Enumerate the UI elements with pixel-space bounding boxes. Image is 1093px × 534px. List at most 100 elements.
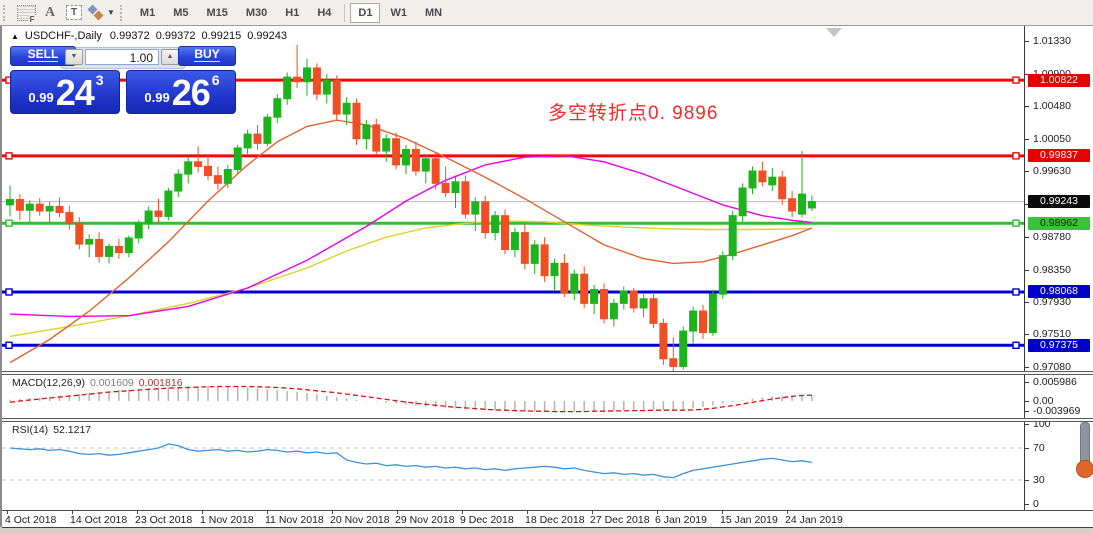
candle-body <box>124 237 133 254</box>
date-tick-mark <box>462 511 463 514</box>
buy-price-button[interactable]: 0.99 26 6 <box>126 70 236 114</box>
rsi-tick-label: 0 <box>1025 498 1039 510</box>
candle-body <box>55 205 64 214</box>
candle-body <box>342 102 351 115</box>
price-tick-label: 0.97080 <box>1025 361 1071 373</box>
timeframe-button-w1[interactable]: W1 <box>390 6 407 19</box>
sell-button[interactable]: SELL <box>10 46 76 66</box>
price-tick-label: 1.01330 <box>1025 35 1071 47</box>
candle-body <box>322 79 331 95</box>
candle-body <box>75 222 84 245</box>
date-tick-label: 23 Oct 2018 <box>135 514 193 526</box>
chart-grid-f-icon[interactable]: F <box>16 3 36 24</box>
pane-splitter[interactable] <box>2 418 1093 422</box>
candle-body <box>293 76 302 83</box>
candle-body <box>372 124 381 152</box>
candle-body <box>223 168 232 184</box>
candle-body <box>738 187 747 217</box>
font-label-icon[interactable]: A <box>44 4 56 20</box>
sell-price-button[interactable]: 0.99 24 3 <box>10 70 120 114</box>
ma-slow-yellow-line <box>9 220 812 338</box>
candle-body <box>649 298 658 324</box>
one-click-trading-panel: SELL ▼ 1.00 ▲ BUY 0.99 24 3 0.99 26 6 <box>10 46 236 134</box>
volume-decrease-button[interactable]: ▼ <box>65 49 83 65</box>
thermometer-icon <box>1074 422 1093 480</box>
macd-label: MACD(12,26,9) 0.001609 0.001816 <box>12 377 183 389</box>
line-anchor-handle <box>5 152 13 160</box>
volume-increase-button[interactable]: ▲ <box>161 49 179 65</box>
text-tool-icon[interactable]: T <box>64 3 84 23</box>
current-price-badge: 0.99243 <box>1028 195 1090 209</box>
pane-splitter[interactable] <box>2 371 1093 375</box>
candle-body <box>600 289 608 320</box>
rsi-line <box>9 443 813 479</box>
timeframe-button-m30[interactable]: M30 <box>245 6 268 19</box>
candle-body <box>15 198 24 211</box>
candle-body <box>253 133 262 144</box>
date-tick-mark <box>72 511 73 514</box>
candle-body <box>382 138 391 152</box>
toolbar-grip[interactable] <box>119 4 126 21</box>
timeframe-button-mn[interactable]: MN <box>424 6 443 19</box>
candle-body <box>520 232 529 264</box>
ma-fast-orange-line <box>9 119 813 364</box>
candle-body <box>164 190 173 217</box>
volume-input[interactable]: 1.00 <box>85 49 159 65</box>
date-tick-label: 4 Oct 2018 <box>5 514 57 526</box>
chart-canvas[interactable] <box>2 26 1024 510</box>
candle-body <box>233 147 242 170</box>
date-tick-label: 20 Nov 2018 <box>330 514 390 526</box>
candle-body <box>659 322 668 360</box>
toolbar-grip[interactable] <box>3 4 9 21</box>
price-tick-label: 0.97930 <box>1025 296 1071 308</box>
line-anchor-handle <box>5 288 13 296</box>
chart-annotation-text[interactable]: 多空转折点0. 9896 <box>548 103 719 124</box>
timeframe-button-d1[interactable]: D1 <box>350 2 381 23</box>
timeframe-button-h1[interactable]: H1 <box>285 6 300 19</box>
chart-shift-marker-icon[interactable] <box>826 28 842 37</box>
collapse-panel-arrow-icon[interactable]: ▲ <box>11 31 19 41</box>
chart-header: ▲ USDCHF-,Daily 0.99372 0.99372 0.99215 … <box>11 30 287 42</box>
timeframe-button-m1[interactable]: M1 <box>139 6 156 19</box>
date-tick-label: 27 Dec 2018 <box>590 514 650 526</box>
toolbar: F A T ▼ M1 M5 M15 M30 H1 H4 D1 W1 MN <box>0 0 1093 26</box>
candle-body <box>560 262 569 294</box>
timeframe-button-h4[interactable]: H4 <box>317 6 332 19</box>
candle-body <box>501 215 509 251</box>
ohlc-close: 0.99243 <box>247 30 287 42</box>
price-tick-label: 1.00480 <box>1025 100 1071 112</box>
line-anchor-handle <box>1012 288 1020 296</box>
date-axis[interactable]: 4 Oct 2018 14 Oct 2018 23 Oct 2018 1 Nov 20… <box>2 510 1093 527</box>
date-tick-mark <box>722 511 723 514</box>
candle-body <box>25 203 34 211</box>
date-tick-mark <box>202 511 203 514</box>
candle-body <box>669 358 678 367</box>
candle-body <box>303 67 311 83</box>
rsi-tick-label: 30 <box>1025 474 1045 486</box>
candle-body <box>758 170 767 183</box>
timeframe-button-m15[interactable]: M15 <box>206 6 228 19</box>
ohlc-open: 0.99372 <box>109 30 150 42</box>
timeframe-button-m5[interactable]: M5 <box>173 6 189 19</box>
window-bottom-edge <box>2 527 1093 534</box>
candle-body <box>184 161 193 175</box>
candle-body <box>105 245 113 257</box>
candle-body <box>114 245 123 254</box>
candle-body <box>441 182 450 194</box>
price-tick-label: 0.98350 <box>1025 264 1071 276</box>
candle-body <box>550 262 559 277</box>
buy-button[interactable]: BUY <box>178 46 236 66</box>
dropdown-caret-icon[interactable]: ▼ <box>107 8 115 17</box>
candle-body <box>619 290 628 304</box>
date-tick-mark <box>137 511 138 514</box>
candle-body <box>639 298 648 309</box>
level-price-badge: 0.97375 <box>1028 338 1090 352</box>
macd-tick-label: 0.00 <box>1025 395 1053 407</box>
date-tick-mark <box>7 511 8 514</box>
price-tick-label: 0.99630 <box>1025 165 1071 177</box>
date-tick-label: 18 Dec 2018 <box>525 514 585 526</box>
rsi-tick-label: 70 <box>1025 442 1045 454</box>
candle-body <box>629 290 638 309</box>
shapes-icon[interactable]: ▼ <box>87 3 115 23</box>
